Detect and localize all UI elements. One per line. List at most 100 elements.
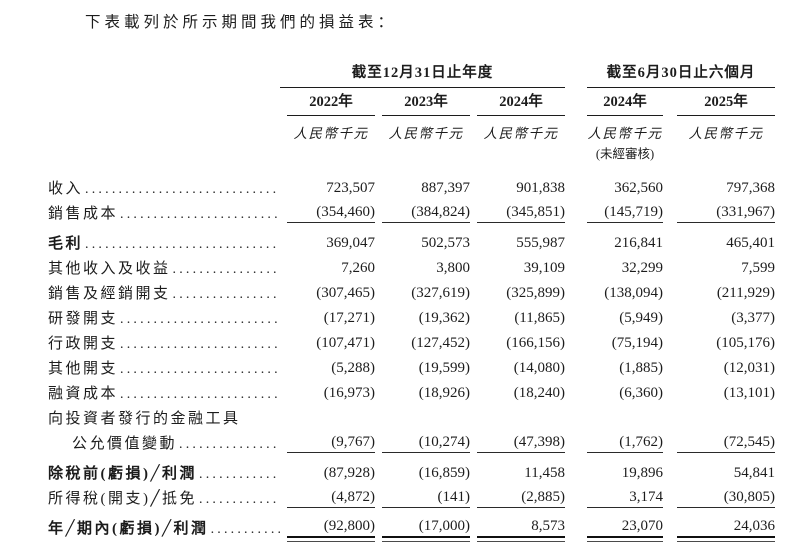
year-header-2024-interim: 2024年 <box>587 90 663 116</box>
cell-value: (138,094) <box>587 285 663 305</box>
unaudited-note-row: (未經審核) <box>48 143 775 162</box>
row-label: 收入 <box>48 181 84 197</box>
value: 8,573 <box>477 518 565 542</box>
unit-label: 人民幣千元 <box>688 126 764 141</box>
value: (92,800) <box>287 518 375 542</box>
value: 23,070 <box>587 518 663 542</box>
table-row: 毛利 369,047 502,573 555,987 216,841 465,401 <box>48 230 775 255</box>
value: (145,719) <box>587 204 663 223</box>
table-row: 年╱期內(虧損)╱利潤 (92,800) (17,000) 8,573 23,070 24… <box>48 515 775 542</box>
row-label: 公允價值變動 <box>72 436 178 452</box>
value: (11,865) <box>514 310 565 326</box>
cell-value: 887,397 <box>375 180 470 200</box>
page-title: 下表載列於所示期間我們的損益表： <box>85 14 398 31</box>
value: (331,967) <box>677 204 775 223</box>
cell-value: (19,362) <box>375 310 470 330</box>
value: (17,271) <box>323 310 375 326</box>
year-label: 2022年 <box>287 90 375 116</box>
cell-value: 11,458 <box>470 465 565 485</box>
value: (30,805) <box>677 489 775 508</box>
row-label: 銷售及經銷開支 <box>48 286 171 302</box>
dot-leader <box>120 360 280 378</box>
unaudited-note-label: (未經審核) <box>595 147 655 161</box>
cell-value: (19,599) <box>375 360 470 380</box>
dot-leader <box>173 260 280 278</box>
cell-value: 362,560 <box>587 180 663 200</box>
cell-value: (211,929) <box>662 285 775 305</box>
value: (18,926) <box>418 385 470 401</box>
cell-value: (345,851) <box>470 204 565 225</box>
cell-value: (47,398) <box>470 434 565 455</box>
row-label-cell: 所得稅(開支)╱抵免 <box>48 487 280 510</box>
row-label-cell: 年╱期內(虧損)╱利潤 <box>48 517 280 540</box>
value: (307,465) <box>316 285 375 301</box>
value: 362,560 <box>614 180 663 196</box>
cell-value: (6,360) <box>587 385 663 405</box>
cell-value: (325,899) <box>470 285 565 305</box>
unaudited-note: (未經審核) <box>587 143 662 163</box>
unit-header-row: 人民幣千元 人民幣千元 人民幣千元 人民幣千元 人民幣千元 <box>48 116 775 143</box>
value: 887,397 <box>421 180 470 196</box>
cell-value: (16,973) <box>280 385 375 405</box>
value: (6,360) <box>619 385 663 401</box>
value: (141) <box>382 489 470 508</box>
value: (18,240) <box>513 385 565 401</box>
value: (325,899) <box>506 285 565 301</box>
cell-value: 7,599 <box>662 260 775 280</box>
table-row: 銷售成本 (354,460) (384,824) (345,851) (145,719)… <box>48 200 775 225</box>
row-label: 融資成本 <box>48 386 119 402</box>
unit-label: 人民幣千元 <box>293 126 369 141</box>
cell-value: (1,885) <box>587 360 663 380</box>
value: (327,619) <box>411 285 470 301</box>
unit-label: 人民幣千元 <box>483 126 559 141</box>
cell-value: (30,805) <box>662 489 775 510</box>
table-row: 公允價值變動 (9,767) (10,274) (47,398) (1,762) (72,… <box>48 430 775 455</box>
dot-leader <box>120 335 280 353</box>
table-row: 其他開支 (5,288) (19,599) (14,080) (1,885) (12,03… <box>48 355 775 380</box>
value: (17,000) <box>382 518 470 542</box>
value: (5,288) <box>331 360 375 376</box>
row-label: 年╱期內(虧損)╱利潤 <box>48 521 209 537</box>
dot-leader <box>120 385 280 403</box>
cell-value: (105,176) <box>662 335 775 355</box>
cell-value: 8,573 <box>470 518 565 542</box>
value: 3,174 <box>587 489 663 508</box>
value: (1,762) <box>587 434 663 453</box>
value: 901,838 <box>516 180 565 196</box>
cell-value: (5,949) <box>587 310 663 330</box>
cell-value: 797,368 <box>662 180 775 200</box>
value: (16,859) <box>418 465 470 481</box>
cell-value: 39,109 <box>470 260 565 280</box>
dot-leader <box>120 310 280 328</box>
cell-value: 723,507 <box>280 180 375 200</box>
value: 54,841 <box>733 465 775 481</box>
value: (87,928) <box>323 465 375 481</box>
cell-value: (5,288) <box>280 360 375 380</box>
value: (1,885) <box>619 360 663 376</box>
value: 32,299 <box>621 260 663 276</box>
cell-value: (2,885) <box>470 489 565 510</box>
value: (16,973) <box>323 385 375 401</box>
row-label-cell: 公允價值變動 <box>48 432 280 455</box>
value: 19,896 <box>621 465 663 481</box>
unit-header: 人民幣千元 <box>662 122 775 143</box>
cell-value: 32,299 <box>587 260 663 280</box>
value: 369,047 <box>326 235 375 251</box>
cell-value: 901,838 <box>470 180 565 200</box>
table-body: 收入 723,507 887,397 901,838 362,560 797,368 銷售成… <box>48 175 775 542</box>
dot-leader <box>85 235 280 253</box>
value: (3,377) <box>731 310 775 326</box>
value: (107,471) <box>316 335 375 351</box>
cell-value: (354,460) <box>280 204 375 225</box>
year-header-2025-interim: 2025年 <box>662 90 775 116</box>
value: (384,824) <box>382 204 470 223</box>
value: 3,800 <box>436 260 470 276</box>
row-label-cell: 融資成本 <box>48 382 280 405</box>
row-label: 毛利 <box>48 236 84 252</box>
value: 7,260 <box>341 260 375 276</box>
value: (166,156) <box>506 335 565 351</box>
cell-value: (331,967) <box>662 204 775 225</box>
cell-value: 502,573 <box>375 235 470 255</box>
unit-header: 人民幣千元 <box>375 122 470 143</box>
value: (211,929) <box>716 285 775 301</box>
